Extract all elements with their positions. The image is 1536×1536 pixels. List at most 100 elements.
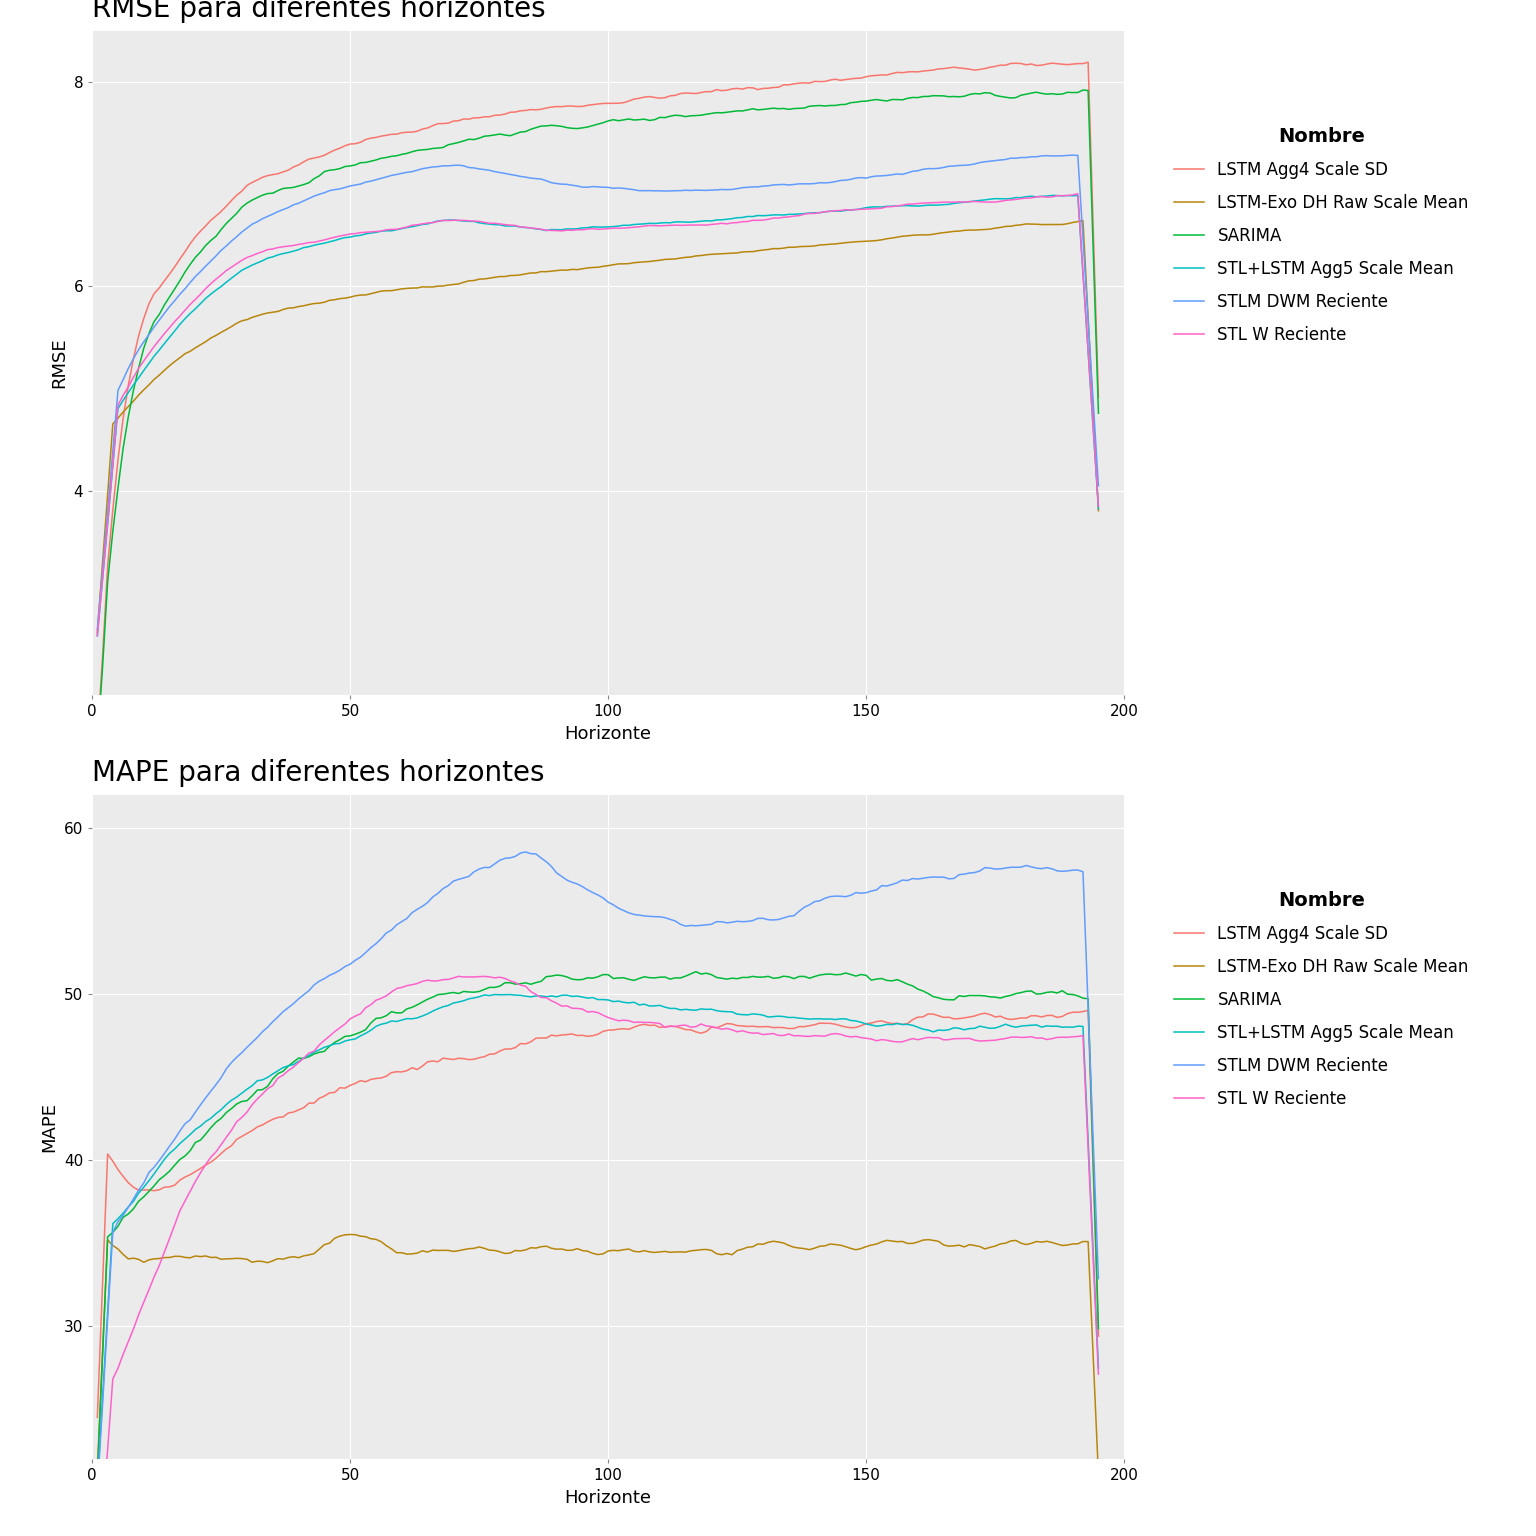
STLM DWM Reciente (614, 180, 633, 198)
STL+LSTM Agg5 Scale Mean (982, 190, 1000, 209)
LSTM-Exo DH Raw Scale Mean (1089, 502, 1107, 521)
STL W Reciente (356, 223, 375, 241)
LSTM Agg4 Scale SD (144, 1181, 163, 1200)
STL+LSTM Agg5 Scale Mean (945, 194, 963, 212)
SARIMA (88, 1468, 106, 1487)
Legend: LSTM Agg4 Scale SD, LSTM-Exo DH Raw Scale Mean, SARIMA, STL+LSTM Agg5 Scale Mean: LSTM Agg4 Scale SD, LSTM-Exo DH Raw Scal… (1166, 118, 1478, 352)
LSTM Agg4 Scale SD (945, 1009, 963, 1028)
X-axis label: Horizonte: Horizonte (565, 725, 651, 743)
LSTM Agg4 Scale SD (356, 1072, 375, 1091)
LSTM Agg4 Scale SD (1078, 54, 1097, 72)
LSTM Agg4 Scale SD (356, 131, 375, 149)
STLM DWM Reciente (144, 1158, 163, 1177)
STL+LSTM Agg5 Scale Mean (485, 985, 504, 1003)
STLM DWM Reciente (1089, 1269, 1107, 1287)
Line: LSTM Agg4 Scale SD: LSTM Agg4 Scale SD (97, 63, 1098, 737)
STLM DWM Reciente (986, 860, 1005, 879)
LSTM Agg4 Scale SD (945, 58, 963, 77)
LSTM-Exo DH Raw Scale Mean (982, 220, 1000, 238)
STL W Reciente (883, 1032, 902, 1051)
SARIMA (614, 111, 633, 129)
STL+LSTM Agg5 Scale Mean (614, 217, 633, 235)
STL W Reciente (1089, 1366, 1107, 1384)
Line: LSTM Agg4 Scale SD: LSTM Agg4 Scale SD (97, 1011, 1098, 1418)
STLM DWM Reciente (945, 157, 963, 175)
STL+LSTM Agg5 Scale Mean (986, 1018, 1005, 1037)
STL+LSTM Agg5 Scale Mean (144, 1164, 163, 1183)
STL+LSTM Agg5 Scale Mean (88, 627, 106, 645)
STL W Reciente (877, 198, 895, 217)
LSTM-Exo DH Raw Scale Mean (614, 255, 633, 273)
SARIMA (687, 963, 705, 982)
LSTM-Exo DH Raw Scale Mean (883, 1232, 902, 1250)
LSTM-Exo DH Raw Scale Mean (88, 1461, 106, 1479)
SARIMA (144, 1177, 163, 1195)
STLM DWM Reciente (1063, 146, 1081, 164)
STL W Reciente (144, 338, 163, 356)
Y-axis label: MAPE: MAPE (40, 1101, 58, 1152)
STL+LSTM Agg5 Scale Mean (1043, 186, 1061, 204)
STL W Reciente (619, 1012, 637, 1031)
LSTM-Exo DH Raw Scale Mean (144, 1250, 163, 1269)
LSTM-Exo DH Raw Scale Mean (144, 370, 163, 389)
STL W Reciente (450, 968, 468, 986)
Y-axis label: RMSE: RMSE (49, 338, 68, 389)
LSTM Agg4 Scale SD (1078, 1001, 1097, 1020)
STL W Reciente (945, 194, 963, 212)
Line: STL+LSTM Agg5 Scale Mean: STL+LSTM Agg5 Scale Mean (97, 994, 1098, 1487)
X-axis label: Horizonte: Horizonte (565, 1488, 651, 1507)
STLM DWM Reciente (88, 1482, 106, 1501)
LSTM-Exo DH Raw Scale Mean (619, 1240, 637, 1258)
STL+LSTM Agg5 Scale Mean (877, 197, 895, 215)
Text: MAPE para diferentes horizontes: MAPE para diferentes horizontes (92, 759, 545, 786)
STLM DWM Reciente (619, 903, 637, 922)
STLM DWM Reciente (144, 318, 163, 336)
LSTM-Exo DH Raw Scale Mean (1089, 1467, 1107, 1485)
LSTM-Exo DH Raw Scale Mean (949, 1236, 968, 1255)
STL+LSTM Agg5 Scale Mean (356, 224, 375, 243)
LSTM-Exo DH Raw Scale Mean (986, 1236, 1005, 1255)
STLM DWM Reciente (949, 865, 968, 883)
STL W Reciente (986, 1031, 1005, 1049)
Line: STLM DWM Reciente: STLM DWM Reciente (97, 155, 1098, 630)
STL+LSTM Agg5 Scale Mean (88, 1478, 106, 1496)
STL W Reciente (356, 998, 375, 1017)
STLM DWM Reciente (982, 152, 1000, 170)
STL W Reciente (1089, 498, 1107, 516)
LSTM-Exo DH Raw Scale Mean (1074, 212, 1092, 230)
Line: STL+LSTM Agg5 Scale Mean: STL+LSTM Agg5 Scale Mean (97, 195, 1098, 636)
SARIMA (945, 88, 963, 106)
STLM DWM Reciente (1089, 476, 1107, 495)
SARIMA (144, 312, 163, 330)
Line: STLM DWM Reciente: STLM DWM Reciente (97, 852, 1098, 1491)
STL+LSTM Agg5 Scale Mean (144, 347, 163, 366)
SARIMA (356, 1020, 375, 1038)
LSTM Agg4 Scale SD (982, 58, 1000, 77)
STL+LSTM Agg5 Scale Mean (619, 994, 637, 1012)
SARIMA (883, 972, 902, 991)
SARIMA (356, 154, 375, 172)
STL+LSTM Agg5 Scale Mean (1089, 1359, 1107, 1378)
STL+LSTM Agg5 Scale Mean (949, 1018, 968, 1037)
STL W Reciente (614, 220, 633, 238)
LSTM Agg4 Scale SD (88, 1409, 106, 1427)
LSTM-Exo DH Raw Scale Mean (341, 1226, 359, 1244)
SARIMA (1089, 404, 1107, 422)
STL+LSTM Agg5 Scale Mean (883, 1015, 902, 1034)
LSTM-Exo DH Raw Scale Mean (356, 286, 375, 304)
STLM DWM Reciente (877, 166, 895, 184)
STL+LSTM Agg5 Scale Mean (356, 1025, 375, 1043)
SARIMA (614, 969, 633, 988)
Text: RMSE para diferentes horizontes: RMSE para diferentes horizontes (92, 0, 545, 23)
SARIMA (986, 988, 1005, 1006)
LSTM Agg4 Scale SD (88, 728, 106, 746)
LSTM Agg4 Scale SD (877, 66, 895, 84)
STL W Reciente (88, 627, 106, 645)
SARIMA (1089, 1319, 1107, 1338)
STLM DWM Reciente (516, 843, 535, 862)
Line: SARIMA: SARIMA (97, 972, 1098, 1478)
LSTM Agg4 Scale SD (144, 284, 163, 303)
STLM DWM Reciente (883, 876, 902, 894)
SARIMA (949, 986, 968, 1005)
STL W Reciente (1069, 184, 1087, 203)
